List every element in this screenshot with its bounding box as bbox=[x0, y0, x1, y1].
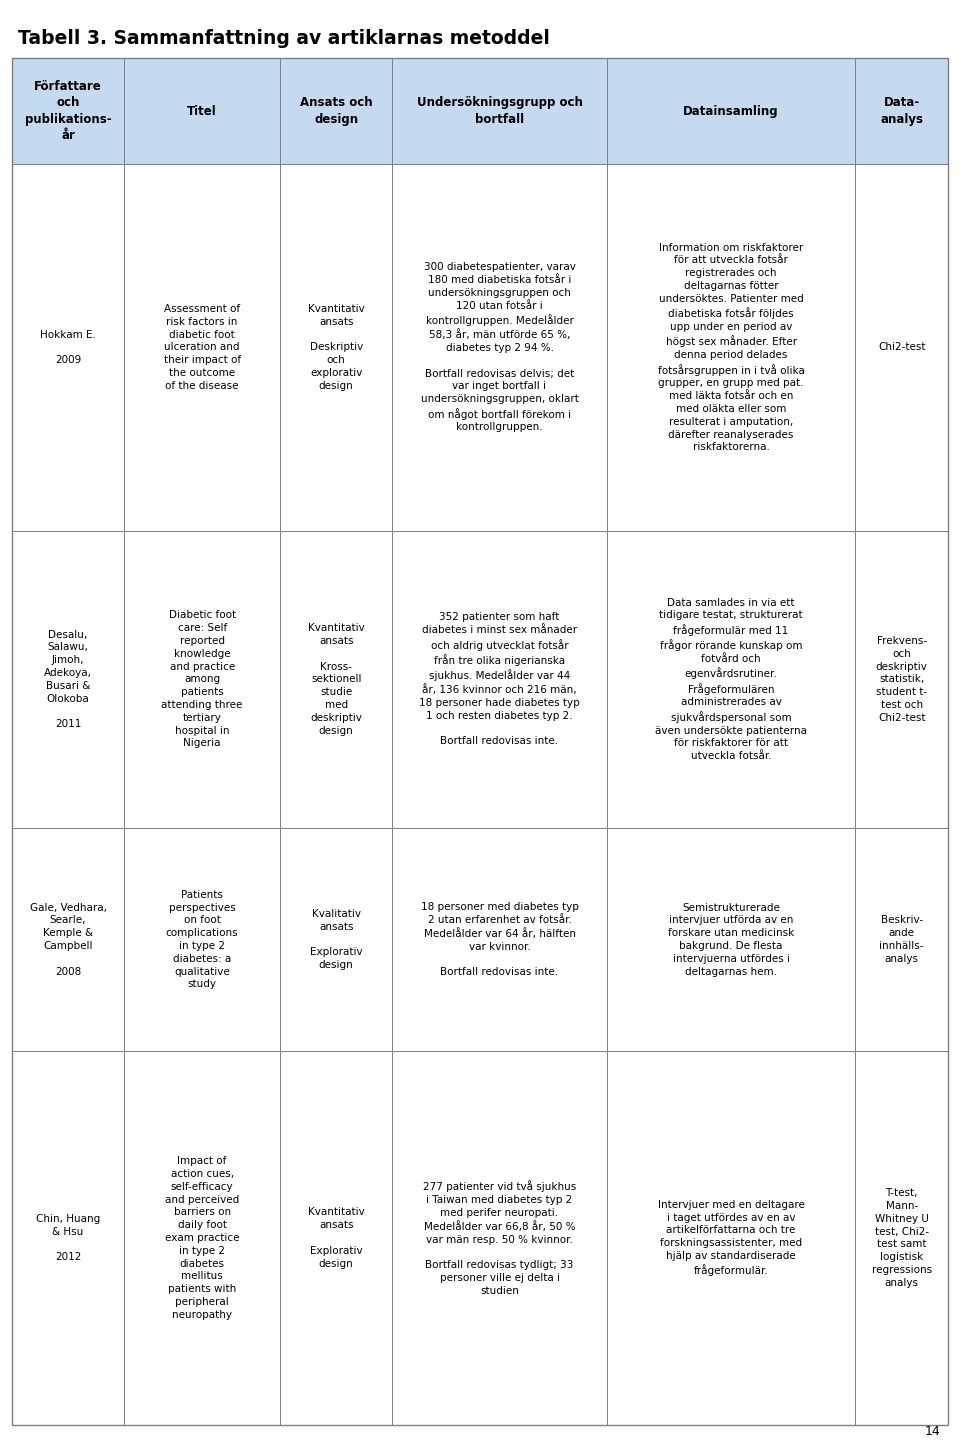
Text: Tabell 3. Sammanfattning av artiklarnas metoddel: Tabell 3. Sammanfattning av artiklarnas … bbox=[18, 29, 550, 48]
Text: Gale, Vedhara,
Searle,
Kemple &
Campbell

2008: Gale, Vedhara, Searle, Kemple & Campbell… bbox=[30, 903, 107, 977]
Bar bbox=[12, 58, 124, 165]
Bar bbox=[12, 165, 124, 530]
Text: Kvantitativ
ansats

Kross-
sektionell
studie
med
deskriptiv
design: Kvantitativ ansats Kross- sektionell stu… bbox=[308, 623, 365, 736]
Bar bbox=[12, 828, 124, 1051]
Bar bbox=[124, 165, 280, 530]
Text: 277 patienter vid två sjukhus
i Taiwan med diabetes typ 2
med perifer neuropati.: 277 patienter vid två sjukhus i Taiwan m… bbox=[422, 1181, 576, 1296]
Bar bbox=[280, 530, 393, 828]
Text: 18 personer med diabetes typ
2 utan erfarenhet av fotsår.
Medelålder var 64 år, : 18 personer med diabetes typ 2 utan erfa… bbox=[420, 902, 579, 977]
Bar bbox=[124, 530, 280, 828]
Text: Patients
perspectives
on foot
complications
in type 2
diabetes: a
qualitative
st: Patients perspectives on foot complicati… bbox=[166, 890, 238, 990]
Bar bbox=[607, 828, 855, 1051]
Bar bbox=[124, 828, 280, 1051]
Bar bbox=[855, 165, 948, 530]
Text: Undersökningsgrupp och
bortfall: Undersökningsgrupp och bortfall bbox=[417, 97, 583, 126]
Bar bbox=[280, 828, 393, 1051]
Text: Ansats och
design: Ansats och design bbox=[300, 97, 372, 126]
Text: Assessment of
risk factors in
diabetic foot
ulceration and
their impact of
the o: Assessment of risk factors in diabetic f… bbox=[163, 303, 241, 390]
Text: Data samlades in via ett
tidigare testat, strukturerat
frågeformulär med 11
fråg: Data samlades in via ett tidigare testat… bbox=[655, 598, 807, 762]
Bar bbox=[607, 165, 855, 530]
Bar bbox=[393, 1051, 607, 1425]
Text: Beskriv-
ande
innhälls-
analys: Beskriv- ande innhälls- analys bbox=[879, 915, 924, 964]
Bar bbox=[855, 530, 948, 828]
Text: Diabetic foot
care: Self
reported
knowledge
and practice
among
patients
attendin: Diabetic foot care: Self reported knowle… bbox=[161, 610, 243, 749]
Text: Författare
och
publikations-
år: Författare och publikations- år bbox=[25, 79, 111, 142]
Bar bbox=[12, 1051, 124, 1425]
Bar bbox=[393, 165, 607, 530]
Bar bbox=[12, 530, 124, 828]
Text: Impact of
action cues,
self-efficacy
and perceived
barriers on
daily foot
exam p: Impact of action cues, self-efficacy and… bbox=[165, 1156, 239, 1319]
Bar bbox=[855, 58, 948, 165]
Text: Information om riskfaktorer
för att utveckla fotsår
registrerades och
deltagarna: Information om riskfaktorer för att utve… bbox=[658, 243, 804, 452]
Bar bbox=[855, 828, 948, 1051]
Text: 14: 14 bbox=[924, 1425, 940, 1438]
Text: Semistrukturerade
intervjuer utförda av en
forskare utan medicinsk
bakgrund. De : Semistrukturerade intervjuer utförda av … bbox=[668, 903, 794, 977]
Text: Intervjuer med en deltagare
i taget utfördes av en av
artikelförfattarna och tre: Intervjuer med en deltagare i taget utfö… bbox=[658, 1199, 804, 1276]
Text: Kvantitativ
ansats

Deskriptiv
och
explorativ
design: Kvantitativ ansats Deskriptiv och explor… bbox=[308, 303, 365, 390]
Text: 352 patienter som haft
diabetes i minst sex månader
och aldrig utvecklat fotsår
: 352 patienter som haft diabetes i minst … bbox=[420, 613, 580, 747]
Bar bbox=[393, 58, 607, 165]
Text: Hokkam E.

2009: Hokkam E. 2009 bbox=[40, 329, 96, 366]
Text: Chi2-test: Chi2-test bbox=[878, 342, 925, 353]
Bar bbox=[124, 58, 280, 165]
Bar bbox=[607, 58, 855, 165]
Bar bbox=[855, 1051, 948, 1425]
Text: Desalu,
Salawu,
Jimoh,
Adekoya,
Busari &
Olokoba

2011: Desalu, Salawu, Jimoh, Adekoya, Busari &… bbox=[44, 630, 92, 730]
Bar bbox=[280, 1051, 393, 1425]
Text: T-test,
Mann-
Whitney U
test, Chi2-
test samt
logistisk
regressions
analys: T-test, Mann- Whitney U test, Chi2- test… bbox=[872, 1188, 932, 1287]
Text: 300 diabetespatienter, varav
180 med diabetiska fotsår i
undersökningsgruppen oc: 300 diabetespatienter, varav 180 med dia… bbox=[420, 263, 579, 432]
Bar bbox=[607, 1051, 855, 1425]
Text: Kvalitativ
ansats

Explorativ
design: Kvalitativ ansats Explorativ design bbox=[310, 909, 363, 970]
Bar bbox=[280, 165, 393, 530]
Text: Chin, Huang
& Hsu

2012: Chin, Huang & Hsu 2012 bbox=[36, 1214, 100, 1263]
Bar bbox=[393, 828, 607, 1051]
Text: Datainsamling: Datainsamling bbox=[684, 104, 779, 117]
Bar bbox=[607, 530, 855, 828]
Bar bbox=[393, 530, 607, 828]
Text: Kvantitativ
ansats

Explorativ
design: Kvantitativ ansats Explorativ design bbox=[308, 1208, 365, 1269]
Text: Data-
analys: Data- analys bbox=[880, 97, 924, 126]
Bar bbox=[280, 58, 393, 165]
Bar bbox=[124, 1051, 280, 1425]
Text: Frekvens-
och
deskriptiv
statistik,
student t-
test och
Chi2-test: Frekvens- och deskriptiv statistik, stud… bbox=[876, 636, 927, 722]
Text: Titel: Titel bbox=[187, 104, 217, 117]
